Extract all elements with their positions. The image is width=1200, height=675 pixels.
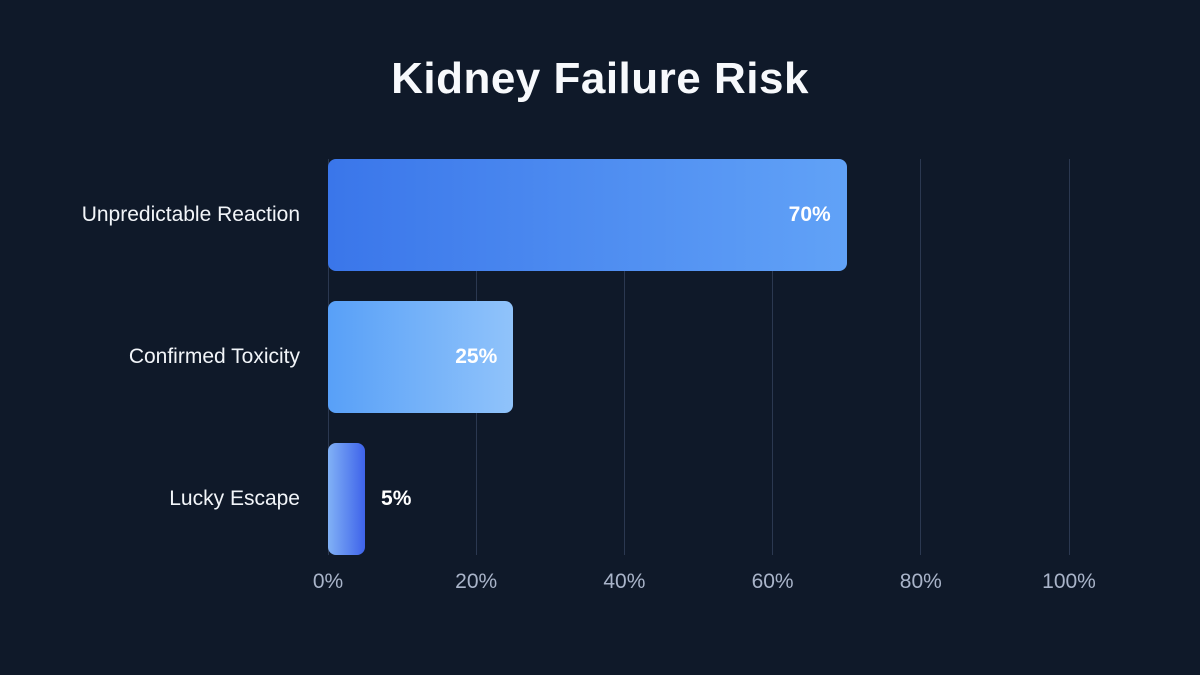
x-tick-label: 40%	[603, 570, 646, 593]
bar-rows: 70% 25% 5%	[328, 159, 1069, 555]
category-label: Confirmed Toxicity	[128, 345, 300, 368]
x-tick-label: 20%	[455, 570, 498, 593]
gridline	[920, 159, 922, 555]
x-tick-label: 0%	[312, 570, 344, 593]
gridline	[623, 159, 625, 555]
plot-area: 70% 25% 5%	[327, 159, 1070, 555]
category-axis: Unpredictable Reaction Confirmed Toxicity…	[0, 159, 300, 555]
bar: 25%	[328, 301, 514, 413]
chart-title: Kidney Failure Risk	[391, 54, 809, 103]
bar-row: 25%	[328, 301, 1069, 413]
gridline	[772, 159, 774, 555]
x-tick-label: 100%	[1042, 570, 1096, 593]
category-label: Unpredictable Reaction	[81, 203, 300, 226]
x-axis: 0% 20% 40% 60% 80% 100%	[313, 570, 1096, 600]
gridline	[1068, 159, 1070, 555]
bar-row: 70%	[328, 159, 1069, 271]
bar	[328, 443, 366, 555]
value-label: 25%	[455, 345, 498, 368]
x-tick-label: 60%	[751, 570, 794, 593]
category-label: Lucky Escape	[169, 487, 300, 510]
value-label: 70%	[788, 203, 831, 226]
x-tick-label: 80%	[899, 570, 942, 593]
bar-row: 5%	[328, 443, 1069, 555]
bar: 70%	[328, 159, 847, 271]
value-label: 5%	[381, 487, 412, 510]
